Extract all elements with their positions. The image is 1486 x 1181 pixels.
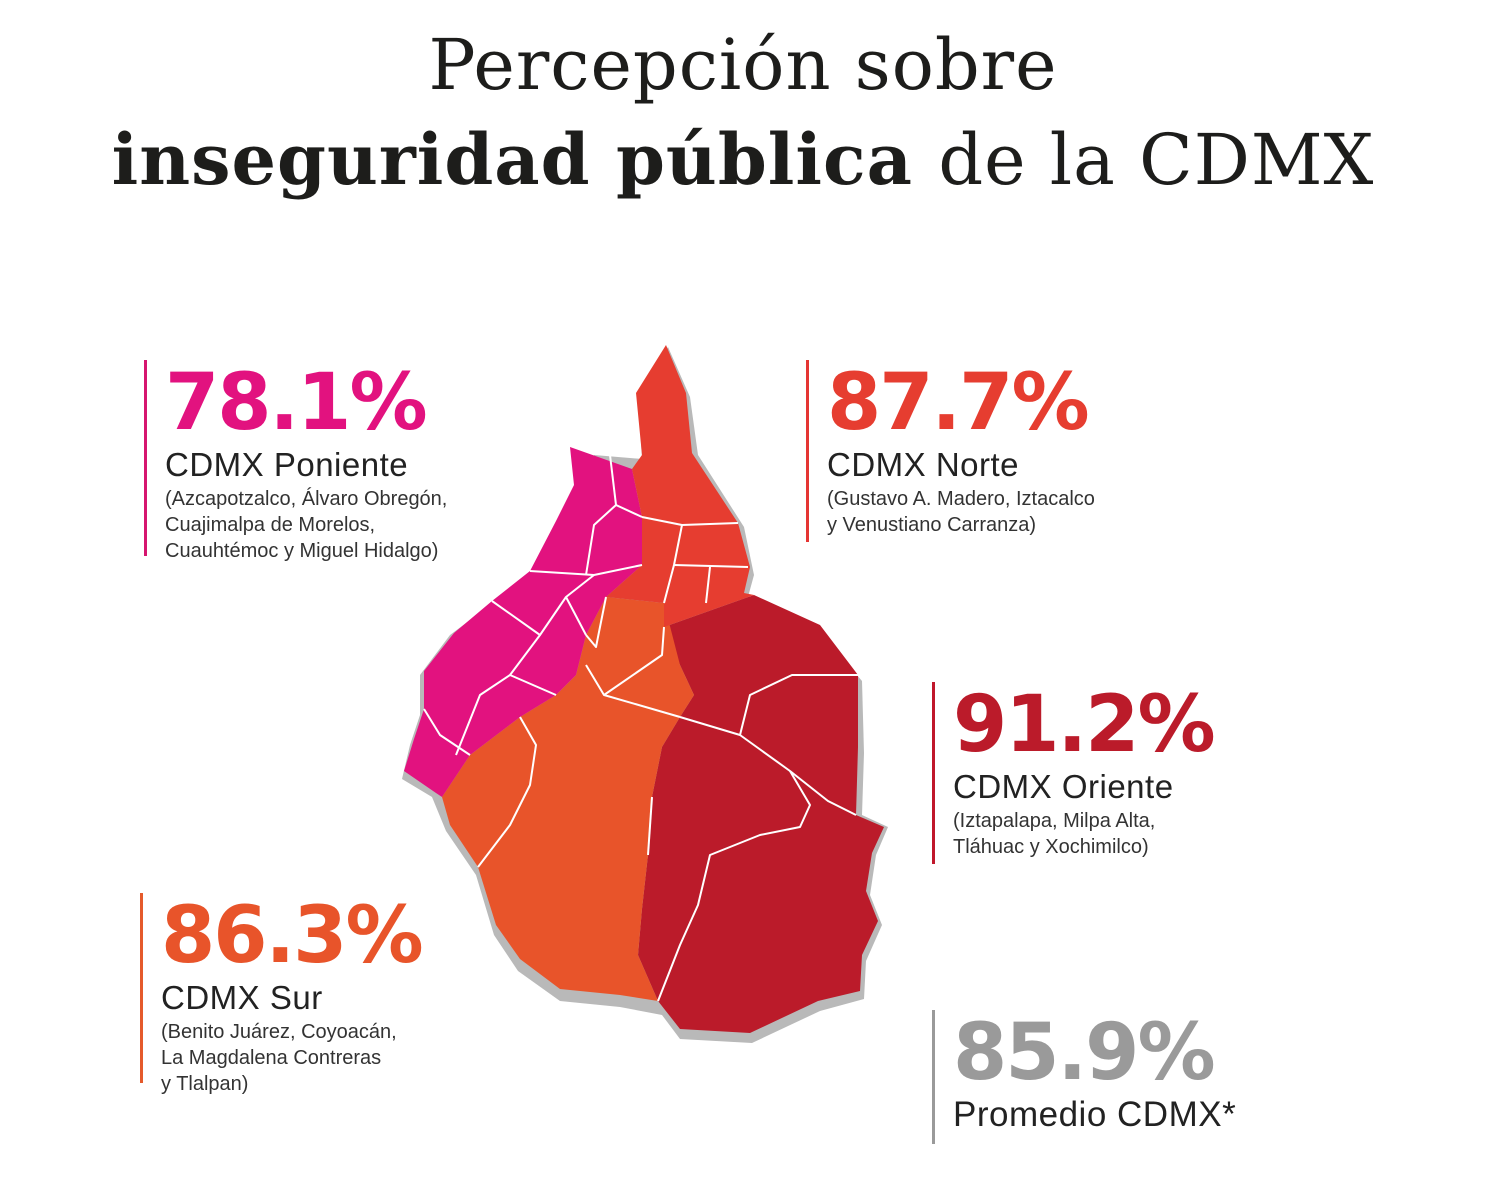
pct-sur: 86.3%: [161, 891, 424, 981]
stat-poniente: 78.1% CDMX Poniente (Azcapotzalco, Álvar…: [144, 358, 448, 562]
cdmx-map: [402, 345, 888, 1043]
region-detail-sur-2: La Magdalena Contreras: [161, 1047, 382, 1069]
region-detail-norte-2: y Venustiano Carranza): [827, 514, 1037, 536]
stat-oriente: 91.2% CDMX Oriente (Iztapalapa, Milpa Al…: [932, 680, 1216, 864]
region-detail-oriente-1: (Iztapalapa, Milpa Alta,: [953, 810, 1156, 832]
title-light-part: de la CDMX: [938, 119, 1375, 201]
map-region-sur[interactable]: [442, 597, 694, 1001]
title-bold-part: inseguridad pública: [111, 118, 913, 201]
pct-promedio: 85.9%: [953, 1008, 1216, 1098]
pct-norte: 87.7%: [827, 358, 1090, 448]
region-detail-oriente-2: Tláhuac y Xochimilco): [953, 836, 1149, 858]
region-detail-norte-1: (Gustavo A. Madero, Iztacalco: [827, 488, 1095, 510]
stat-promedio: 85.9% Promedio CDMX*: [932, 1010, 1236, 1144]
map-delegation-borders: [423, 454, 858, 1002]
pct-poniente: 78.1%: [165, 358, 428, 448]
region-detail-sur-1: (Benito Juárez, Coyoacán,: [161, 1021, 397, 1043]
pct-oriente: 91.2%: [953, 680, 1216, 770]
map-region-norte[interactable]: [606, 345, 754, 627]
region-name-oriente: CDMX Oriente: [953, 768, 1174, 805]
stat-sur: 86.3% CDMX Sur (Benito Juárez, Coyoacán,…: [140, 891, 424, 1095]
region-detail-sur-3: y Tlalpan): [161, 1073, 249, 1095]
region-detail-poniente-3: Cuauhtémoc y Miguel Hidalgo): [165, 540, 439, 562]
title-line-1: Percepción sobre: [428, 24, 1058, 106]
region-name-poniente: CDMX Poniente: [165, 446, 409, 483]
map-region-oriente[interactable]: [638, 595, 884, 1033]
region-detail-poniente-1: (Azcapotzalco, Álvaro Obregón,: [165, 488, 448, 510]
region-name-norte: CDMX Norte: [827, 446, 1020, 483]
title-line-2: inseguridad pública de la CDMX: [0, 118, 1486, 201]
region-detail-poniente-2: Cuajimalpa de Morelos,: [165, 514, 376, 536]
region-name-sur: CDMX Sur: [161, 979, 323, 1016]
region-name-promedio: Promedio CDMX*: [953, 1095, 1237, 1134]
stat-norte: 87.7% CDMX Norte (Gustavo A. Madero, Izt…: [806, 360, 1095, 542]
